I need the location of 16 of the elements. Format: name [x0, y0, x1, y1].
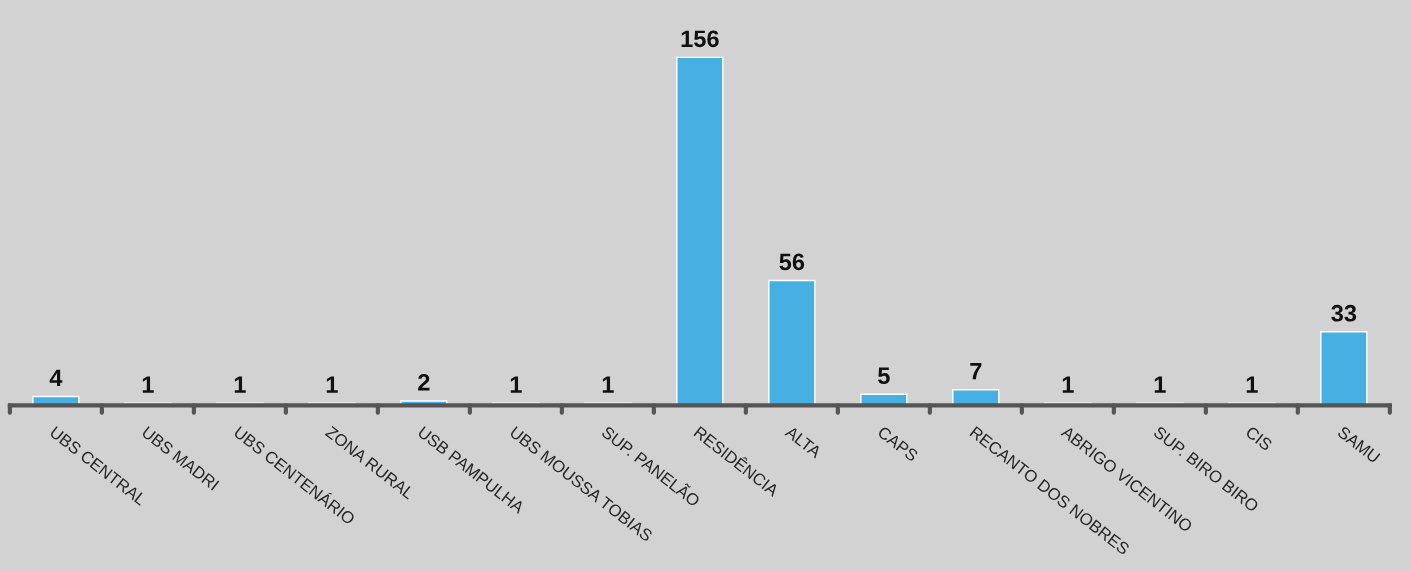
- data-label: 5: [878, 367, 890, 385]
- data-label: 33: [1331, 304, 1357, 322]
- data-label: 1: [510, 376, 522, 393]
- data-label: 7: [970, 363, 982, 380]
- data-label: 1: [326, 376, 338, 393]
- data-label: 1: [1062, 376, 1074, 393]
- data-label: 4: [49, 369, 63, 387]
- data-label: 1: [1154, 376, 1166, 393]
- data-label: 156: [681, 30, 719, 48]
- data-label: 1: [142, 376, 154, 393]
- data-label: 1: [1246, 376, 1258, 393]
- data-label: 1: [234, 376, 246, 393]
- data-label: 56: [779, 253, 805, 271]
- data-label: 1: [602, 376, 614, 393]
- data-label: 2: [418, 374, 430, 391]
- x-tick-label: CIS: [1244, 425, 1273, 452]
